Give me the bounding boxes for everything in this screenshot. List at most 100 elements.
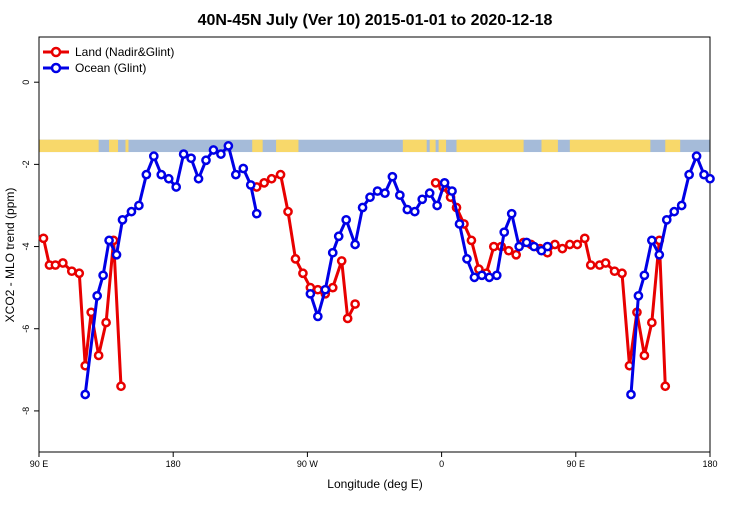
series-0-point-23 [336,256,347,266]
series-1-point-22 [245,180,256,190]
series-1-point-7 [134,200,144,211]
chart-title: 40N-45N July (Ver 10) 2015-01-01 to 2020… [198,12,553,29]
series-1-point-52 [514,241,524,252]
series-1-point-27 [327,247,338,258]
series-1-point-29 [341,214,352,225]
series-1-point-0 [80,389,91,400]
series-1-point-42 [439,178,450,188]
y-tick-label-1: -2 [21,160,31,168]
land-segment-5 [402,139,427,153]
x-tick-label-5: 180 [702,459,717,469]
series-1-point-53 [521,237,532,248]
series-1-point-32 [365,192,375,203]
series-0-point-54 [639,350,650,361]
series-1-point-12 [171,182,182,192]
series-0-point-34 [488,241,499,252]
series-0-point-44 [564,239,575,250]
series-1-point-59 [639,270,650,281]
series-0-point-51 [617,268,627,279]
series-1-point-8 [141,169,152,180]
series-1-point-5 [117,214,128,225]
series-0-point-4 [66,266,77,277]
land-segment-10 [569,139,651,153]
series-0-point-26 [430,178,441,188]
x-tick-label-4: 90 E [567,459,586,469]
series-0-point-57 [660,381,671,392]
land-segment-2 [125,139,129,153]
series-1-point-62 [661,214,672,225]
land-segment-11 [665,139,681,153]
series-1-point-26 [320,284,331,295]
land-segment-9 [541,139,558,153]
series-0-point-13 [259,178,270,188]
x-tick-label-3: 0 [439,459,444,469]
series-1-point-47 [477,270,487,281]
series-1-point-36 [394,190,405,201]
series-1-point-17 [208,145,219,155]
series-1-point-39 [417,194,428,205]
series-1-point-60 [646,235,657,246]
series-0-point-55 [646,317,657,328]
series-1-point-24 [305,288,316,299]
series-1-point-33 [372,186,383,196]
legend: Land (Nadir&Glint) Ocean (Glint) [43,45,174,75]
series-1-point-34 [380,188,390,198]
series-0-line-1 [255,173,357,320]
series-1-point-64 [676,200,687,211]
series-0-point-16 [283,206,293,217]
land-segment-8 [456,139,524,153]
land-segment-3 [252,139,263,153]
series-0-point-24 [342,313,353,324]
series-1-point-56 [542,241,553,252]
series-0-point-49 [600,258,611,268]
x-tick-label-1: 180 [166,459,181,469]
series-1-point-65 [684,169,694,180]
series-1-point-1 [92,291,103,301]
series-1-point-18 [216,149,226,159]
series-1-point-58 [633,291,644,301]
legend-label-1: Ocean (Glint) [75,61,146,75]
axes: 90 E 180 90 W 0 90 E 180 0 -2 -4 -6 -8 [21,36,718,469]
series-1-point-46 [469,272,480,283]
series-1-point-45 [462,254,472,264]
series-1-point-31 [357,202,368,213]
y-tick-label-0: 0 [21,80,31,85]
series-1-point-61 [654,249,665,260]
series-1-point-6 [126,206,137,217]
series-0-point-15 [275,169,286,180]
series-0-point-45 [572,239,583,250]
series-1-point-21 [238,163,249,174]
series-0-point-18 [298,268,308,279]
series-0-point-8 [93,350,104,361]
series-0-point-31 [466,235,477,246]
land-segment-4 [276,139,299,153]
legend-label-0: Land (Nadir&Glint) [75,45,174,59]
x-axis-label: Longitude (deg E) [327,477,422,491]
x-tick-label-0: 90 E [30,459,49,469]
plot-frame [38,36,711,453]
series-1-point-2 [98,270,108,281]
series-1-point-44 [454,219,465,229]
series-0-point-42 [550,239,560,250]
series-0-point-5 [74,268,85,279]
series-0-point-36 [503,245,514,256]
y-tick-label-3: -6 [21,325,31,333]
series-0-point-3 [58,258,68,268]
data-series [38,141,715,400]
series-0-line-2 [434,181,667,387]
series-1-point-40 [424,188,435,198]
series-1-point-14 [186,153,196,164]
series-1-point-9 [148,151,159,162]
series-1-point-66 [691,151,702,162]
y-tick-label-2: -4 [21,243,31,251]
land-ocean-mask-band [39,139,710,153]
series-0-point-0 [38,233,49,244]
series-0-point-37 [511,249,522,260]
series-1-point-28 [333,231,344,242]
series-1-point-30 [350,239,360,250]
series-1-point-54 [529,241,539,252]
series-1-point-48 [484,272,495,283]
series-1-point-57 [626,389,636,400]
series-0-point-20 [312,284,323,295]
